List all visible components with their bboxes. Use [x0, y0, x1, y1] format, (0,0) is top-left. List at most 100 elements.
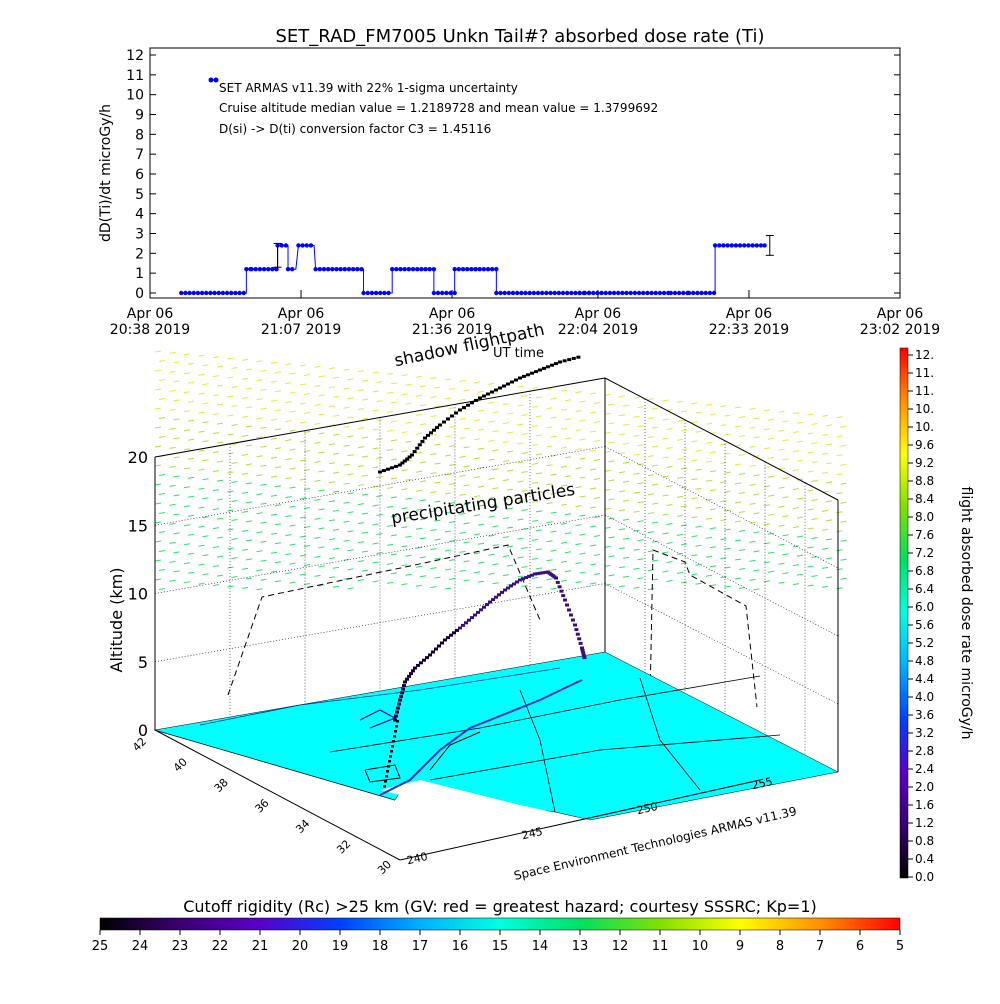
data-point: [338, 267, 343, 272]
particle-mark: [260, 559, 267, 562]
flight-point: [554, 576, 558, 580]
particle-mark: [695, 506, 702, 509]
dose-rate-series: [179, 77, 774, 296]
particle-mark: [154, 445, 162, 448]
data-point: [564, 290, 570, 296]
shadow-point: [482, 394, 486, 398]
particle-mark: [415, 451, 423, 454]
particle-mark: [448, 521, 456, 523]
rigidity-tick-label: 24: [132, 939, 149, 954]
particle-mark: [492, 468, 499, 471]
flight-point: [396, 706, 400, 710]
particle-mark: [691, 573, 698, 576]
colorbar-label: flight absorbed dose rate microGy/h: [958, 487, 974, 740]
y-tick-label: 8: [135, 127, 144, 143]
altitude-axis-label: Altitude (km): [107, 568, 126, 673]
particle-mark: [662, 513, 669, 516]
particle-mark: [840, 444, 847, 447]
flight-point: [464, 621, 468, 625]
particle-mark: [821, 414, 829, 417]
particle-mark: [521, 585, 528, 587]
longitude-tick-label: 245: [521, 825, 544, 842]
particle-mark: [376, 476, 383, 478]
particle-mark: [546, 464, 553, 467]
colorbar-tick-label: 7.6: [915, 528, 934, 542]
particle-mark: [608, 403, 615, 406]
particle-mark: [270, 399, 278, 402]
chart-title: SET_RAD_FM7005 Unkn Tail#? absorbed dose…: [276, 26, 765, 47]
particle-mark: [647, 531, 655, 534]
particle-mark: [459, 512, 466, 515]
particle-mark: [434, 519, 441, 522]
particle-mark: [767, 418, 775, 421]
shadow-point: [432, 428, 436, 432]
shadow-point: [378, 470, 382, 474]
particle-mark: [782, 477, 789, 480]
particle-mark: [531, 462, 539, 465]
particle-mark: [434, 481, 441, 484]
particle-mark: [825, 481, 833, 484]
particle-mark: [386, 486, 394, 489]
particle-mark: [753, 436, 760, 439]
particle-mark: [361, 493, 369, 496]
particle-mark: [357, 503, 365, 506]
particle-mark: [405, 383, 412, 386]
particle-mark: [535, 472, 543, 475]
particle-mark: [521, 547, 528, 549]
particle-mark: [680, 486, 688, 489]
colorbar-tick-label: 10.: [915, 402, 934, 416]
particle-mark: [506, 488, 514, 491]
colorbar-tick-label: 3.2: [915, 726, 934, 740]
particle-mark: [212, 565, 220, 568]
particle-mark: [517, 442, 524, 445]
data-point: [668, 290, 674, 296]
particle-mark: [270, 513, 278, 516]
particle-mark: [473, 438, 481, 441]
flight-point: [575, 632, 580, 636]
particle-mark: [448, 559, 456, 561]
particle-mark: [231, 481, 238, 483]
flight-point: [416, 663, 420, 667]
particle-mark: [734, 444, 742, 447]
flight-point: [561, 594, 566, 598]
particle-mark: [318, 394, 325, 397]
particle-mark: [183, 391, 191, 394]
flight-point: [446, 636, 450, 640]
data-point: [187, 290, 192, 296]
particle-mark: [521, 395, 528, 397]
colorbar-tick-label: 4.4: [915, 672, 934, 686]
data-point: [204, 290, 209, 296]
particle-mark: [546, 426, 553, 429]
particle-mark: [260, 426, 267, 429]
particle-mark: [550, 530, 557, 533]
particle-mark: [314, 555, 321, 558]
particle-mark: [531, 481, 539, 484]
particle-mark: [778, 543, 785, 546]
data-point: [595, 290, 600, 296]
particle-mark: [546, 445, 553, 448]
particle-mark: [575, 562, 582, 565]
particle-mark: [720, 443, 727, 446]
particle-mark: [633, 453, 640, 456]
flight-point: [494, 595, 498, 599]
particle-mark: [419, 423, 427, 426]
particle-mark: [419, 518, 427, 521]
particle-mark: [241, 548, 249, 551]
particle-mark: [430, 396, 437, 399]
particle-mark: [506, 564, 514, 567]
particle-mark: [738, 454, 746, 456]
colorbar-tick-label: 2.0: [915, 780, 934, 794]
shadow-point: [438, 423, 442, 427]
particle-mark: [502, 517, 510, 520]
particle-mark: [796, 497, 804, 500]
particle-mark: [328, 481, 336, 484]
top-annotations: SET ARMAS v11.39 with 22% 1-sigma uncert…: [219, 81, 658, 136]
particle-mark: [738, 492, 746, 494]
particle-mark: [343, 425, 350, 428]
particle-mark: [245, 577, 253, 580]
particle-mark: [589, 525, 597, 528]
data-point: [279, 243, 284, 248]
flight-point: [467, 618, 471, 622]
flight-point: [399, 694, 403, 698]
